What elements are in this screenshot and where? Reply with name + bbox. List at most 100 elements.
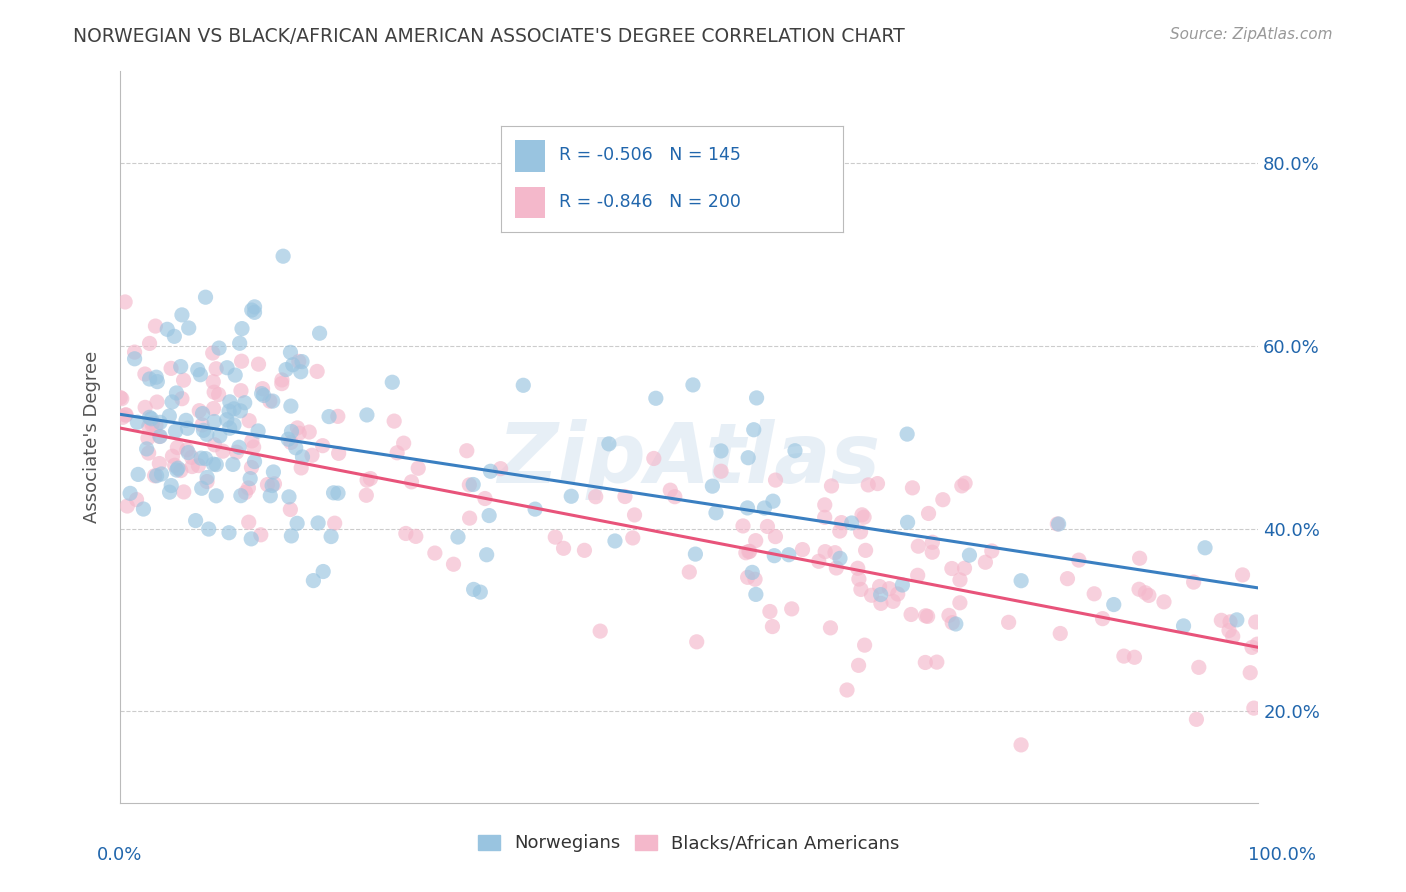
Point [149, 429, 172, 443]
Point [280, 425, 302, 439]
Point [247, 357, 270, 371]
Point [280, 502, 302, 516]
Point [148, 457, 170, 471]
Point [176, 421, 198, 435]
Point [208, 341, 231, 355]
Point [737, 450, 759, 465]
Point [1222, 629, 1244, 643]
Point [215, 360, 238, 375]
Point [849, 524, 872, 539]
Point [589, 624, 612, 639]
Point [319, 530, 342, 544]
Point [249, 528, 271, 542]
Point [238, 414, 260, 428]
Point [240, 434, 263, 448]
Point [212, 444, 235, 458]
Point [259, 489, 281, 503]
Point [914, 608, 936, 623]
Text: 100.0%: 100.0% [1249, 846, 1316, 863]
Point [938, 608, 960, 623]
Point [287, 354, 309, 368]
Point [280, 399, 302, 413]
Point [190, 368, 212, 382]
Point [135, 442, 157, 456]
Point [1067, 553, 1090, 567]
Point [959, 548, 981, 562]
Point [1010, 738, 1032, 752]
Point [184, 514, 207, 528]
Point [489, 461, 512, 475]
Point [141, 411, 163, 425]
Point [914, 656, 936, 670]
Text: NORWEGIAN VS BLACK/AFRICAN AMERICAN ASSOCIATE'S DEGREE CORRELATION CHART: NORWEGIAN VS BLACK/AFRICAN AMERICAN ASSO… [73, 27, 905, 45]
Point [820, 621, 842, 635]
Point [134, 367, 156, 381]
Point [262, 394, 284, 409]
Point [256, 477, 278, 491]
Point [470, 585, 492, 599]
Y-axis label: Associate's Degree: Associate's Degree [83, 351, 101, 524]
Point [323, 516, 346, 531]
Point [231, 354, 253, 368]
Point [741, 566, 763, 580]
Point [406, 461, 429, 475]
Point [229, 404, 252, 418]
Point [830, 516, 852, 530]
Point [290, 461, 312, 475]
Point [704, 506, 727, 520]
Point [240, 460, 263, 475]
Point [195, 427, 218, 442]
Point [1219, 615, 1241, 629]
Point [869, 588, 891, 602]
Point [239, 472, 262, 486]
Point [271, 249, 294, 263]
Point [953, 561, 976, 575]
Point [1182, 575, 1205, 590]
Point [204, 438, 226, 452]
Point [917, 507, 939, 521]
Point [1153, 595, 1175, 609]
Point [1232, 568, 1254, 582]
Point [167, 461, 190, 475]
Point [1049, 626, 1071, 640]
Point [328, 446, 350, 460]
Point [1188, 660, 1211, 674]
Point [710, 464, 733, 478]
Point [138, 410, 160, 425]
Point [162, 449, 184, 463]
Point [149, 429, 172, 443]
Point [512, 378, 534, 392]
Point [312, 565, 335, 579]
Point [205, 458, 228, 472]
Point [1010, 574, 1032, 588]
Point [222, 401, 245, 416]
Point [1102, 598, 1125, 612]
Point [262, 478, 284, 492]
Point [745, 587, 768, 601]
Point [1046, 516, 1069, 531]
Point [848, 572, 870, 586]
Point [177, 321, 200, 335]
Point [560, 489, 582, 503]
Point [463, 582, 485, 597]
Point [188, 403, 211, 417]
Point [1047, 516, 1070, 531]
Point [814, 510, 837, 524]
Point [280, 529, 302, 543]
Point [759, 605, 782, 619]
Point [173, 484, 195, 499]
Point [762, 494, 785, 508]
Point [259, 394, 281, 409]
Point [205, 489, 228, 503]
Point [187, 458, 209, 473]
Point [997, 615, 1019, 630]
Point [243, 454, 266, 468]
Point [475, 548, 498, 562]
Point [195, 470, 218, 484]
Point [271, 373, 294, 387]
Point [124, 351, 146, 366]
Point [138, 336, 160, 351]
Point [202, 375, 225, 389]
Point [858, 478, 880, 492]
Point [792, 542, 814, 557]
